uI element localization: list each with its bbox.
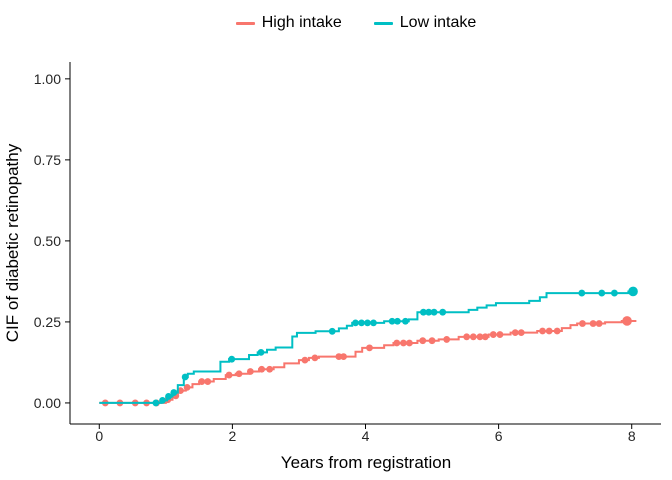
- marker-high-intake: [406, 339, 413, 347]
- marker-high-intake: [311, 354, 319, 362]
- marker-high-intake: [481, 333, 489, 341]
- marker-low-intake: [425, 308, 433, 316]
- marker-low-intake: [611, 289, 618, 297]
- marker-low-intake: [388, 317, 396, 325]
- x-tick-label: 0: [95, 428, 103, 444]
- marker-high-intake: [489, 331, 497, 338]
- marker-high-intake: [393, 339, 401, 347]
- y-tick-label: 1.00: [34, 71, 61, 87]
- marker-high-intake: [366, 344, 373, 352]
- y-tick-label: 0.75: [34, 152, 61, 168]
- marker-high-intake: [235, 370, 243, 378]
- y-axis-title: CIF of diabetic retinopathy: [3, 143, 22, 342]
- series-layer: [99, 286, 638, 407]
- marker-high-intake: [511, 329, 519, 337]
- marker-high-intake: [463, 333, 471, 341]
- marker-low-intake: [181, 373, 189, 381]
- marker-high-intake: [258, 365, 266, 373]
- x-tick-label: 8: [628, 428, 636, 444]
- end-marker-high-intake: [622, 316, 632, 326]
- marker-low-intake: [364, 319, 371, 327]
- legend-line-swatch-low-intake: [373, 21, 393, 25]
- marker-high-intake: [443, 336, 451, 343]
- marker-high-intake: [589, 320, 597, 327]
- marker-high-intake: [301, 356, 309, 364]
- marker-high-intake: [266, 365, 274, 373]
- marker-high-intake: [579, 320, 586, 327]
- y-tick-label: 0.00: [34, 395, 61, 411]
- marker-high-intake: [517, 329, 525, 337]
- y-axis: 0.00 0.25 0.50 0.75 1.00: [34, 62, 71, 424]
- marker-low-intake: [439, 308, 447, 316]
- marker-high-intake: [496, 331, 504, 338]
- marker-high-intake: [469, 333, 477, 341]
- marker-high-intake: [225, 371, 233, 379]
- marker-high-intake: [335, 353, 343, 360]
- marker-low-intake: [228, 355, 236, 363]
- x-tick-label: 6: [495, 428, 503, 444]
- marker-low-intake: [328, 327, 336, 335]
- marker-high-intake: [428, 337, 436, 345]
- legend-label-high-intake: High intake: [261, 14, 342, 31]
- series-high-intake: [99, 316, 637, 407]
- marker-low-intake: [578, 289, 586, 297]
- marker-high-intake: [183, 383, 191, 391]
- marker-low-intake: [420, 308, 427, 316]
- marker-low-intake: [370, 319, 377, 327]
- legend-item-high-intake: High intake: [235, 12, 342, 34]
- legend-item-low-intake: Low intake: [373, 12, 477, 34]
- end-marker-low-intake: [628, 286, 638, 297]
- marker-high-intake: [545, 327, 553, 335]
- marker-low-intake: [394, 317, 401, 325]
- marker-high-intake: [539, 327, 546, 335]
- marker-low-intake: [170, 389, 178, 396]
- marker-high-intake: [246, 368, 254, 375]
- marker-high-intake: [340, 353, 347, 360]
- x-tick-label: 4: [362, 428, 370, 444]
- marker-high-intake: [476, 333, 484, 341]
- legend-label-low-intake: Low intake: [399, 14, 477, 31]
- marker-high-intake: [198, 378, 206, 385]
- marker-low-intake: [358, 319, 365, 327]
- series-low-intake: [99, 286, 638, 407]
- y-tick-label: 0.50: [34, 233, 61, 249]
- marker-high-intake: [419, 337, 427, 345]
- marker-low-intake: [402, 317, 409, 325]
- x-axis: 0 2 4 6 8: [70, 423, 661, 444]
- marker-low-intake: [352, 319, 359, 327]
- legend: High intake Low intake: [0, 12, 672, 34]
- marker-high-intake: [204, 378, 212, 385]
- x-tick-label: 2: [228, 428, 236, 444]
- marker-low-intake: [165, 393, 172, 400]
- x-axis-title: Years from registration: [281, 453, 451, 472]
- marker-high-intake: [400, 339, 407, 347]
- marker-low-intake: [430, 308, 438, 316]
- marker-low-intake: [598, 289, 606, 297]
- marker-high-intake: [595, 320, 603, 327]
- marker-low-intake: [152, 399, 160, 407]
- y-tick-label: 0.25: [34, 314, 61, 330]
- marker-high-intake: [553, 327, 561, 335]
- legend-line-swatch-high-intake: [235, 21, 255, 25]
- marker-low-intake: [159, 396, 166, 404]
- marker-low-intake: [257, 348, 265, 356]
